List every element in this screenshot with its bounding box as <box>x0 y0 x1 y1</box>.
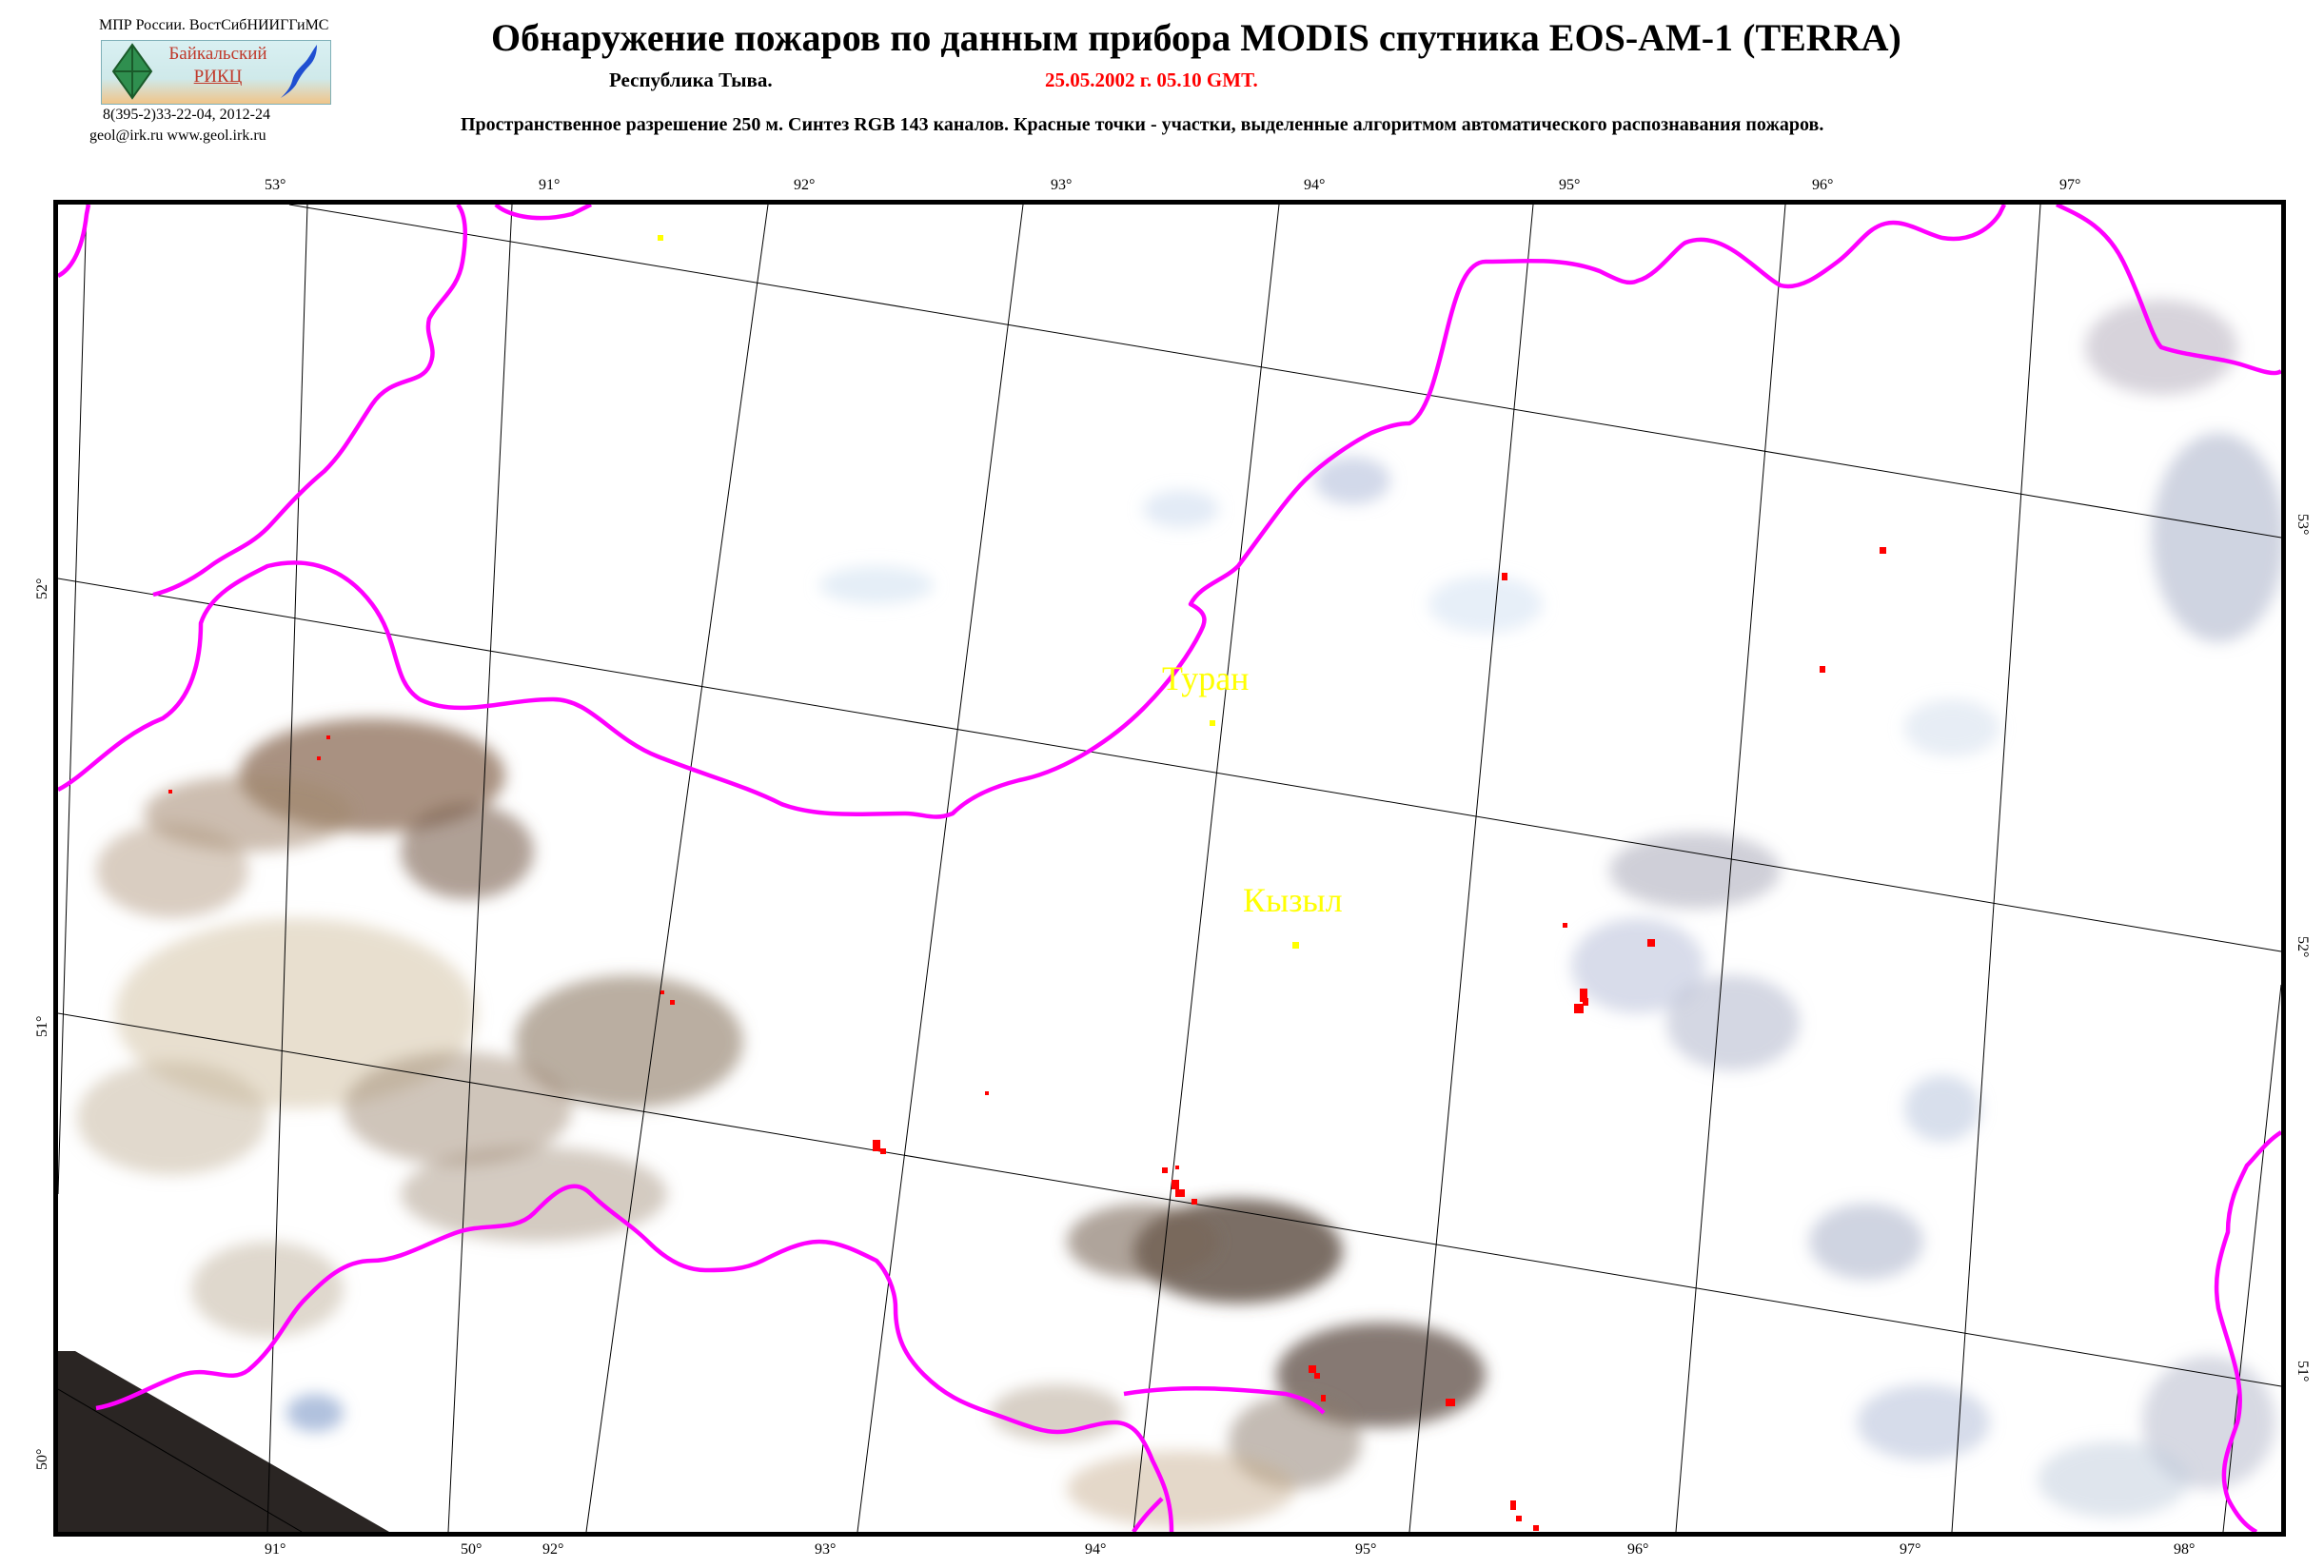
graticule <box>58 205 2281 1532</box>
organization-line: МПР России. ВостСибНИИГГиМС <box>99 17 329 33</box>
logo-emblem-icon <box>111 43 153 100</box>
fire-point <box>1583 998 1588 1006</box>
right-tick-label: 52° <box>2294 936 2311 958</box>
bottom-tick-label: 93° <box>815 1541 837 1558</box>
terrain-central <box>991 1199 1486 1527</box>
fire-point <box>1192 1199 1197 1205</box>
no-data-area <box>58 1351 389 1532</box>
cloud-patches <box>286 300 2281 1518</box>
map-title: Обнаружение пожаров по данным прибора MO… <box>491 16 1901 59</box>
top-tick-label: 97° <box>2059 177 2081 193</box>
fire-point <box>1175 1189 1185 1197</box>
fire-point <box>873 1140 880 1151</box>
city-marker <box>658 235 663 241</box>
fire-point <box>1175 1166 1179 1169</box>
fire-point <box>1880 547 1886 554</box>
fire-point <box>985 1091 989 1095</box>
fire-point <box>1162 1167 1168 1173</box>
fire-point <box>1533 1525 1539 1531</box>
right-tick-label: 51° <box>2294 1361 2311 1382</box>
top-tick-label: 92° <box>794 177 816 193</box>
fire-point <box>660 990 664 994</box>
bottom-tick-label: 96° <box>1627 1541 1649 1558</box>
top-tick-label: 95° <box>1559 177 1581 193</box>
bottom-tick-label: 94° <box>1085 1541 1107 1558</box>
fire-point <box>1647 939 1655 947</box>
fire-point <box>1309 1365 1316 1373</box>
top-tick-label: 53° <box>265 177 286 193</box>
fire-point <box>317 756 321 760</box>
logo: Байкальский РИКЦ <box>101 40 331 105</box>
fire-point <box>1502 573 1507 580</box>
right-tick-label: 53° <box>2294 514 2311 536</box>
fire-points <box>168 547 1886 1531</box>
bottom-tick-label: 97° <box>1900 1541 1921 1558</box>
fire-point <box>1172 1180 1179 1189</box>
top-tick-label: 94° <box>1304 177 1326 193</box>
fire-point <box>1321 1395 1326 1401</box>
bottom-tick-label: 50° <box>461 1541 483 1558</box>
fire-point <box>880 1148 886 1154</box>
fire-point <box>326 735 330 739</box>
fire-point <box>1314 1373 1320 1379</box>
cities: Туран Кызыл <box>658 235 1343 949</box>
datetime-label: 25.05.2002 г. 05.10 GMT. <box>1045 69 1258 91</box>
top-tick-label: 93° <box>1051 177 1073 193</box>
fire-point <box>1574 1004 1584 1013</box>
fire-point <box>1516 1516 1522 1521</box>
fire-point <box>1563 923 1567 928</box>
map-canvas[interactable]: Туран Кызыл <box>58 205 2281 1532</box>
bottom-tick-label: 98° <box>2174 1541 2196 1558</box>
terrain-west <box>77 718 743 1337</box>
city-marker-turan[interactable] <box>1210 720 1215 726</box>
contacts-line: geol@irk.ru www.geol.irk.ru <box>89 127 266 144</box>
map-frame[interactable]: Туран Кызыл <box>53 200 2286 1537</box>
logo-text-line-2: РИКЦ <box>193 67 243 87</box>
fire-point <box>1510 1500 1516 1510</box>
city-marker-kyzyl[interactable] <box>1292 942 1299 949</box>
city-label-turan: Туран <box>1162 659 1249 697</box>
top-tick-label: 91° <box>539 177 561 193</box>
left-tick-label: 52° <box>34 578 50 599</box>
fire-point <box>1580 989 1587 1002</box>
left-tick-label: 50° <box>34 1448 50 1470</box>
satellite-imagery <box>58 300 2281 1532</box>
description-line: Пространственное разрешение 250 м. Синте… <box>461 114 1824 135</box>
fire-point <box>1446 1399 1455 1406</box>
logo-text-line-1: Байкальский <box>168 44 267 64</box>
region-label: Республика Тыва. <box>609 69 773 91</box>
baikal-lake-icon <box>281 45 317 98</box>
bottom-tick-label: 92° <box>542 1541 564 1558</box>
bottom-tick-label: 95° <box>1355 1541 1377 1558</box>
fire-point <box>1820 666 1825 673</box>
fire-point <box>670 1000 675 1005</box>
region-border <box>58 205 2281 1532</box>
left-tick-label: 51° <box>34 1015 50 1037</box>
city-label-kyzyl: Кызыл <box>1243 881 1343 919</box>
top-tick-label: 96° <box>1812 177 1834 193</box>
fire-point <box>168 790 172 794</box>
phone-line: 8(395-2)33-22-04, 2012-24 <box>103 107 270 123</box>
bottom-tick-label: 91° <box>265 1541 286 1558</box>
